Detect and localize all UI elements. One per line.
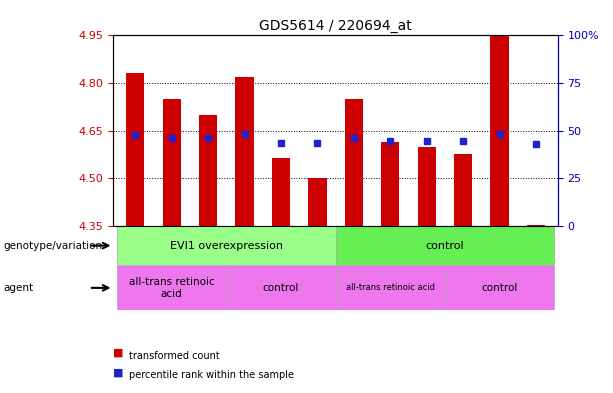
Bar bbox=[454, 154, 472, 226]
Title: GDS5614 / 220694_at: GDS5614 / 220694_at bbox=[259, 19, 412, 33]
Text: transformed count: transformed count bbox=[129, 351, 219, 361]
Bar bbox=[308, 178, 327, 226]
Bar bbox=[226, 265, 336, 310]
Bar bbox=[117, 226, 336, 265]
Bar bbox=[445, 265, 554, 310]
Text: agent: agent bbox=[3, 283, 33, 293]
Bar bbox=[490, 35, 509, 226]
Text: all-trans retinoic acid: all-trans retinoic acid bbox=[346, 283, 435, 292]
Bar bbox=[235, 77, 254, 226]
Text: ■: ■ bbox=[113, 348, 124, 358]
Text: genotype/variation: genotype/variation bbox=[3, 241, 102, 251]
Bar bbox=[162, 99, 181, 226]
Bar bbox=[336, 265, 445, 310]
Bar bbox=[336, 226, 554, 265]
Text: control: control bbox=[425, 241, 464, 251]
Bar bbox=[117, 265, 226, 310]
Text: ■: ■ bbox=[113, 367, 124, 377]
Bar bbox=[345, 99, 363, 226]
Bar bbox=[527, 225, 545, 226]
Text: control: control bbox=[263, 283, 299, 293]
Bar bbox=[272, 158, 290, 226]
Text: all-trans retinoic
acid: all-trans retinoic acid bbox=[129, 277, 215, 299]
Bar bbox=[417, 147, 436, 226]
Bar bbox=[381, 142, 399, 226]
Text: percentile rank within the sample: percentile rank within the sample bbox=[129, 370, 294, 380]
Bar bbox=[126, 73, 145, 226]
Text: EVI1 overexpression: EVI1 overexpression bbox=[170, 241, 283, 251]
Text: control: control bbox=[481, 283, 518, 293]
Bar bbox=[199, 115, 217, 226]
